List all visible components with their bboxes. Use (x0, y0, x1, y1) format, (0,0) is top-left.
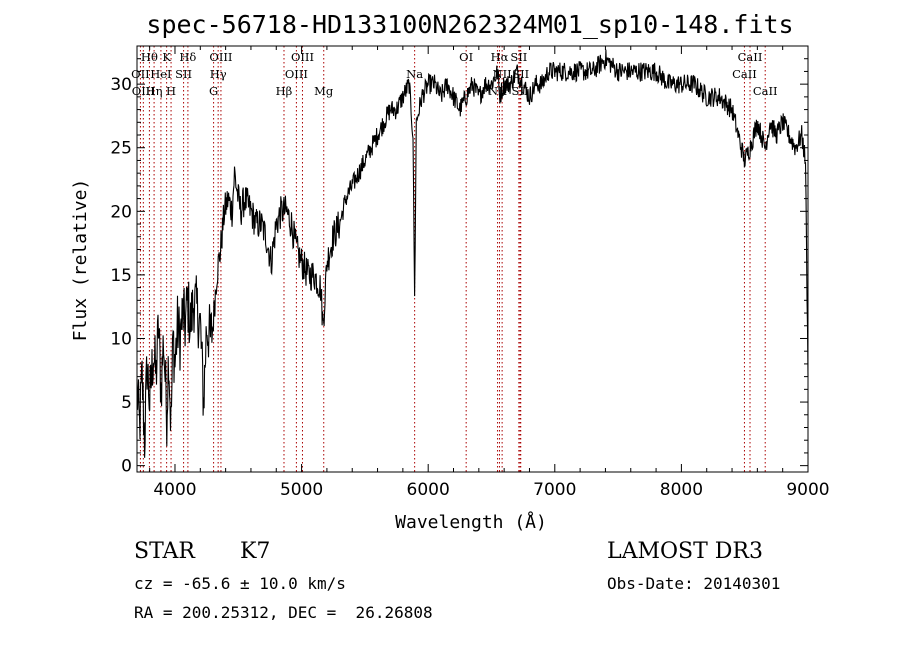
plot-frame (136, 45, 809, 473)
spectral-line-label: OIII (132, 84, 155, 98)
spectral-line-label: Hθ (141, 50, 158, 64)
coordinates: RA = 200.25312, DEC = 26.26808 (134, 603, 433, 622)
spectral-line-label: OIII (285, 67, 308, 81)
spectral-line-label: SII (510, 50, 527, 64)
spectral-line-label: SII (175, 67, 192, 81)
x-tick-label: 7000 (533, 480, 576, 500)
x-tick-label: 4000 (153, 480, 196, 500)
x-tick-label: 9000 (786, 480, 829, 500)
y-tick-label: 20 (110, 202, 132, 222)
x-axis-label: Wavelength (Å) (395, 511, 547, 533)
x-tick-label: 8000 (660, 480, 703, 500)
spectral-line-label: Na (406, 67, 423, 81)
spectral-line-label: CaII (732, 67, 757, 81)
spectral-line-label: OIII (291, 50, 314, 64)
x-tick-label: 6000 (407, 480, 450, 500)
x-tick-label: 5000 (280, 480, 323, 500)
spectral-line-label: H (166, 84, 176, 98)
y-tick-label: 10 (110, 329, 132, 349)
y-tick-label: 15 (110, 266, 132, 286)
chart-title: spec-56718-HD133100N262324M01_sp10-148.f… (146, 10, 793, 39)
y-axis-label: Flux (relative) (70, 179, 91, 342)
spectral-line-label: CaII (753, 84, 778, 98)
y-tick-label: 5 (121, 393, 132, 413)
observation-date: Obs-Date: 20140301 (607, 574, 781, 593)
spectral-line-label: Hη (146, 84, 163, 98)
spectral-line-label: Hγ (210, 67, 227, 81)
spectral-line-label: OIII (209, 50, 232, 64)
spectral-line-label: Mg (314, 84, 334, 98)
spectral-line-label: CaII (738, 50, 763, 64)
survey-name: LAMOST DR3 (607, 539, 763, 564)
spectral-line-label: HeI (150, 67, 171, 81)
spectrum-line (136, 49, 809, 458)
y-tick-label: 0 (121, 457, 132, 477)
spectral-line-label: Hδ (179, 50, 196, 64)
spectral-line-label: G (209, 84, 218, 98)
spectral-line-label: K (162, 50, 171, 64)
subclass: K7 (240, 539, 271, 564)
object-class: STAR (134, 539, 195, 564)
redshift-velocity: cz = -65.6 ± 10.0 km/s (134, 574, 346, 593)
spectral-line-label: Hα (491, 50, 509, 64)
spectral-line-label: OI (459, 50, 473, 64)
y-tick-label: 30 (110, 75, 132, 95)
spectral-line-label: SII (512, 67, 529, 81)
spectral-line-label: Hβ (276, 84, 293, 98)
spectral-line-label: OII (131, 67, 150, 81)
y-tick-label: 25 (110, 139, 132, 159)
